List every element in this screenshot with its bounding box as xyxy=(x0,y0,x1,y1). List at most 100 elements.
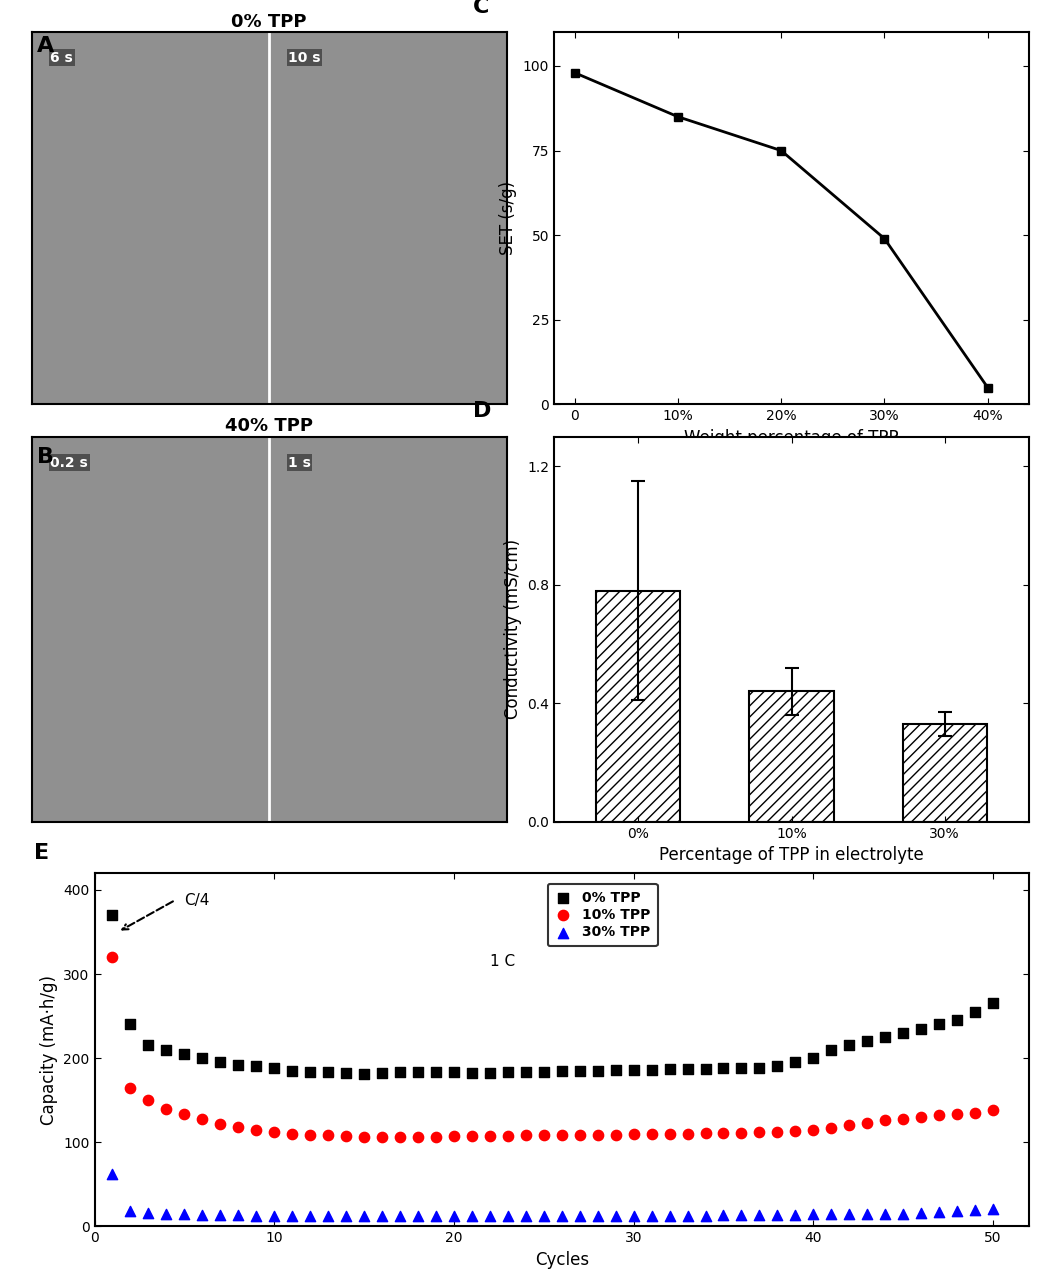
30% TPP xyxy=(266,1206,282,1226)
10% TPP xyxy=(536,1125,552,1145)
10% TPP xyxy=(518,1125,534,1145)
30% TPP xyxy=(553,1206,570,1226)
0% TPP xyxy=(985,993,1002,1013)
30% TPP xyxy=(212,1204,229,1225)
0% TPP xyxy=(895,1022,911,1043)
30% TPP xyxy=(895,1203,911,1224)
30% TPP xyxy=(319,1206,336,1226)
10% TPP xyxy=(445,1126,462,1147)
10% TPP xyxy=(751,1122,768,1143)
Text: 0.2 s: 0.2 s xyxy=(50,456,88,470)
0% TPP xyxy=(248,1057,265,1077)
0% TPP xyxy=(788,1052,804,1072)
0% TPP xyxy=(140,1035,156,1055)
30% TPP xyxy=(176,1204,193,1225)
10% TPP xyxy=(715,1122,732,1143)
0% TPP xyxy=(912,1018,929,1039)
30% TPP xyxy=(625,1206,642,1226)
X-axis label: Percentage of TPP in electrolyte: Percentage of TPP in electrolyte xyxy=(659,846,924,864)
0% TPP xyxy=(518,1062,534,1082)
0% TPP xyxy=(697,1059,714,1080)
30% TPP xyxy=(356,1206,373,1226)
30% TPP xyxy=(374,1206,391,1226)
30% TPP xyxy=(788,1204,804,1225)
10% TPP xyxy=(805,1120,822,1140)
10% TPP xyxy=(319,1125,336,1145)
10% TPP xyxy=(176,1104,193,1125)
0% TPP xyxy=(733,1058,750,1079)
10% TPP xyxy=(284,1124,300,1144)
30% TPP xyxy=(140,1203,156,1224)
0% TPP xyxy=(158,1040,174,1061)
30% TPP xyxy=(230,1204,247,1225)
0% TPP xyxy=(410,1062,426,1082)
10% TPP xyxy=(625,1124,642,1144)
10% TPP xyxy=(374,1127,391,1148)
10% TPP xyxy=(194,1108,211,1129)
10% TPP xyxy=(266,1122,282,1143)
10% TPP xyxy=(949,1104,966,1125)
Title: 0% TPP: 0% TPP xyxy=(231,13,307,31)
0% TPP xyxy=(445,1062,462,1082)
0% TPP xyxy=(841,1035,858,1055)
0% TPP xyxy=(823,1040,840,1061)
0% TPP xyxy=(644,1059,660,1080)
0% TPP xyxy=(319,1062,336,1082)
10% TPP xyxy=(500,1126,517,1147)
0% TPP xyxy=(751,1058,768,1079)
Title: 40% TPP: 40% TPP xyxy=(225,417,313,435)
10% TPP xyxy=(140,1090,156,1111)
Text: E: E xyxy=(34,842,49,863)
Bar xyxy=(750,691,834,822)
10% TPP xyxy=(607,1125,624,1145)
10% TPP xyxy=(697,1122,714,1143)
0% TPP xyxy=(176,1044,193,1064)
0% TPP xyxy=(930,1014,947,1035)
10% TPP xyxy=(158,1098,174,1118)
0% TPP xyxy=(571,1061,588,1081)
10% TPP xyxy=(427,1127,444,1148)
10% TPP xyxy=(877,1109,894,1131)
0% TPP xyxy=(805,1048,822,1068)
Bar xyxy=(903,724,987,822)
30% TPP xyxy=(589,1206,606,1226)
10% TPP xyxy=(662,1124,678,1144)
0% TPP xyxy=(679,1059,696,1080)
10% TPP xyxy=(230,1117,247,1138)
30% TPP xyxy=(769,1204,785,1225)
10% TPP xyxy=(895,1108,911,1129)
0% TPP xyxy=(338,1063,355,1084)
30% TPP xyxy=(823,1204,840,1225)
30% TPP xyxy=(122,1201,139,1221)
10% TPP xyxy=(930,1106,947,1126)
30% TPP xyxy=(248,1206,265,1226)
10% TPP xyxy=(248,1120,265,1140)
10% TPP xyxy=(571,1125,588,1145)
10% TPP xyxy=(859,1112,876,1132)
0% TPP xyxy=(715,1058,732,1079)
10% TPP xyxy=(589,1125,606,1145)
30% TPP xyxy=(733,1204,750,1225)
Y-axis label: SET (s/g): SET (s/g) xyxy=(499,181,518,256)
Text: 6 s: 6 s xyxy=(50,51,74,64)
30% TPP xyxy=(338,1206,355,1226)
30% TPP xyxy=(463,1206,480,1226)
30% TPP xyxy=(949,1201,966,1221)
0% TPP xyxy=(949,1011,966,1031)
30% TPP xyxy=(482,1206,499,1226)
10% TPP xyxy=(644,1124,660,1144)
30% TPP xyxy=(715,1204,732,1225)
10% TPP xyxy=(301,1125,318,1145)
30% TPP xyxy=(877,1203,894,1224)
30% TPP xyxy=(859,1203,876,1224)
30% TPP xyxy=(301,1206,318,1226)
10% TPP xyxy=(356,1127,373,1148)
30% TPP xyxy=(284,1206,300,1226)
0% TPP xyxy=(553,1061,570,1081)
10% TPP xyxy=(769,1122,785,1143)
30% TPP xyxy=(662,1206,678,1226)
Text: D: D xyxy=(474,401,491,421)
Point xyxy=(104,1163,121,1184)
0% TPP xyxy=(607,1059,624,1080)
30% TPP xyxy=(930,1202,947,1222)
